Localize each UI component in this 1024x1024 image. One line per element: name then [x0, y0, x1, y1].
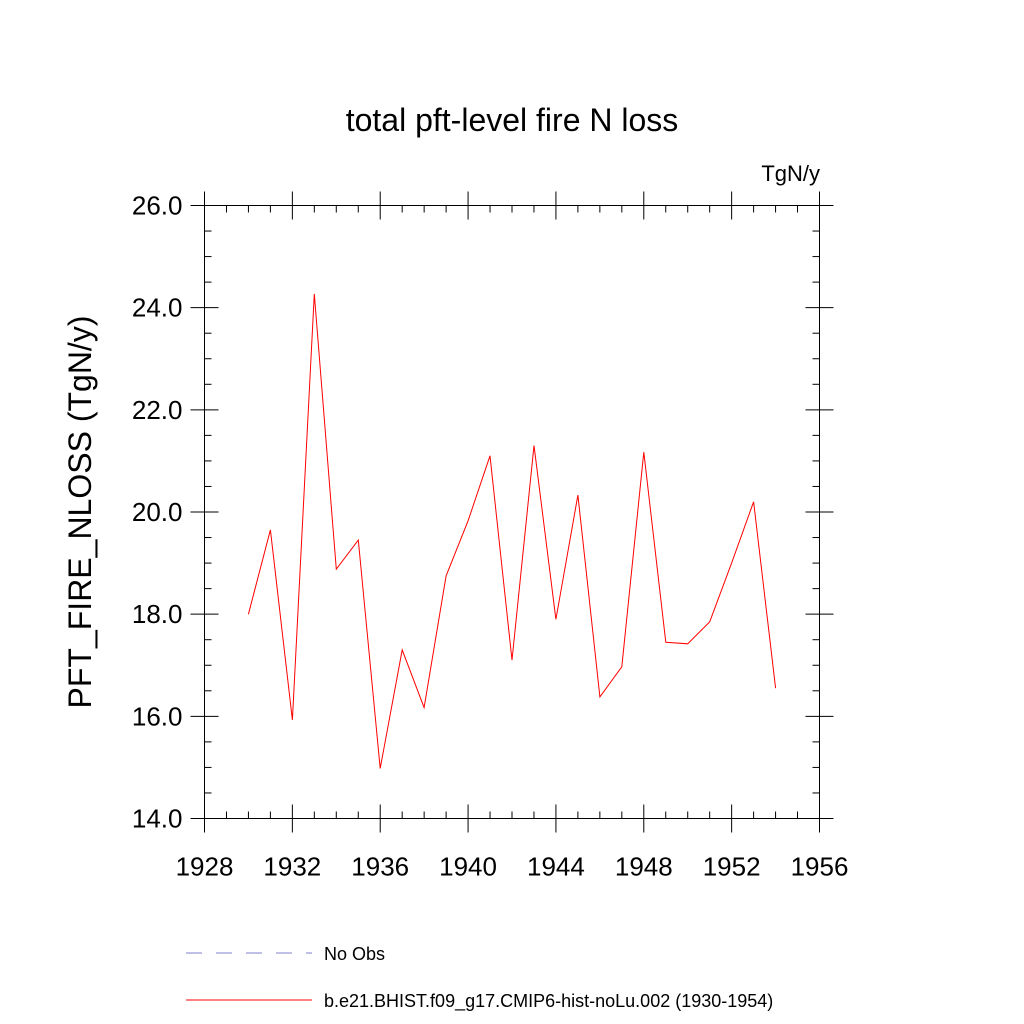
legend-obs-label: No Obs	[324, 944, 385, 964]
y-tick-label: 26.0	[132, 191, 183, 221]
legend: No Obs b.e21.BHIST.f09_g17.CMIP6-hist-no…	[186, 944, 773, 1012]
units-label: TgN/y	[761, 161, 820, 186]
y-tick-labels: 14.0 16.0 18.0 20.0 22.0 24.0 26.0	[132, 191, 183, 834]
chart-title: total pft-level fire N loss	[346, 102, 679, 138]
x-tick-label: 1940	[439, 852, 497, 882]
y-tick-label: 16.0	[132, 701, 183, 731]
x-tick-label: 1932	[263, 852, 321, 882]
x-tick-label: 1948	[615, 852, 673, 882]
series-layer	[247, 293, 777, 769]
y-tick-label: 18.0	[132, 599, 183, 629]
y-tick-label: 14.0	[132, 804, 183, 834]
x-tick-label: 1936	[351, 852, 409, 882]
y-tick-label: 24.0	[132, 293, 183, 323]
x-tick-labels: 1928 1932 1936 1940 1944 1948 1952 1956	[176, 852, 849, 882]
legend-model-label: b.e21.BHIST.f09_g17.CMIP6-hist-noLu.002 …	[324, 991, 773, 1012]
x-tick-label: 1956	[791, 852, 849, 882]
y-tick-label: 20.0	[132, 497, 183, 527]
series-line	[247, 293, 777, 769]
x-tick-label: 1952	[703, 852, 761, 882]
x-tick-label: 1928	[176, 852, 234, 882]
axis-ticks	[190, 191, 834, 833]
plot-frame	[204, 205, 820, 819]
x-tick-label: 1944	[527, 852, 585, 882]
y-tick-label: 22.0	[132, 395, 183, 425]
y-axis-label: PFT_FIRE_NLOSS (TgN/y)	[62, 316, 98, 709]
